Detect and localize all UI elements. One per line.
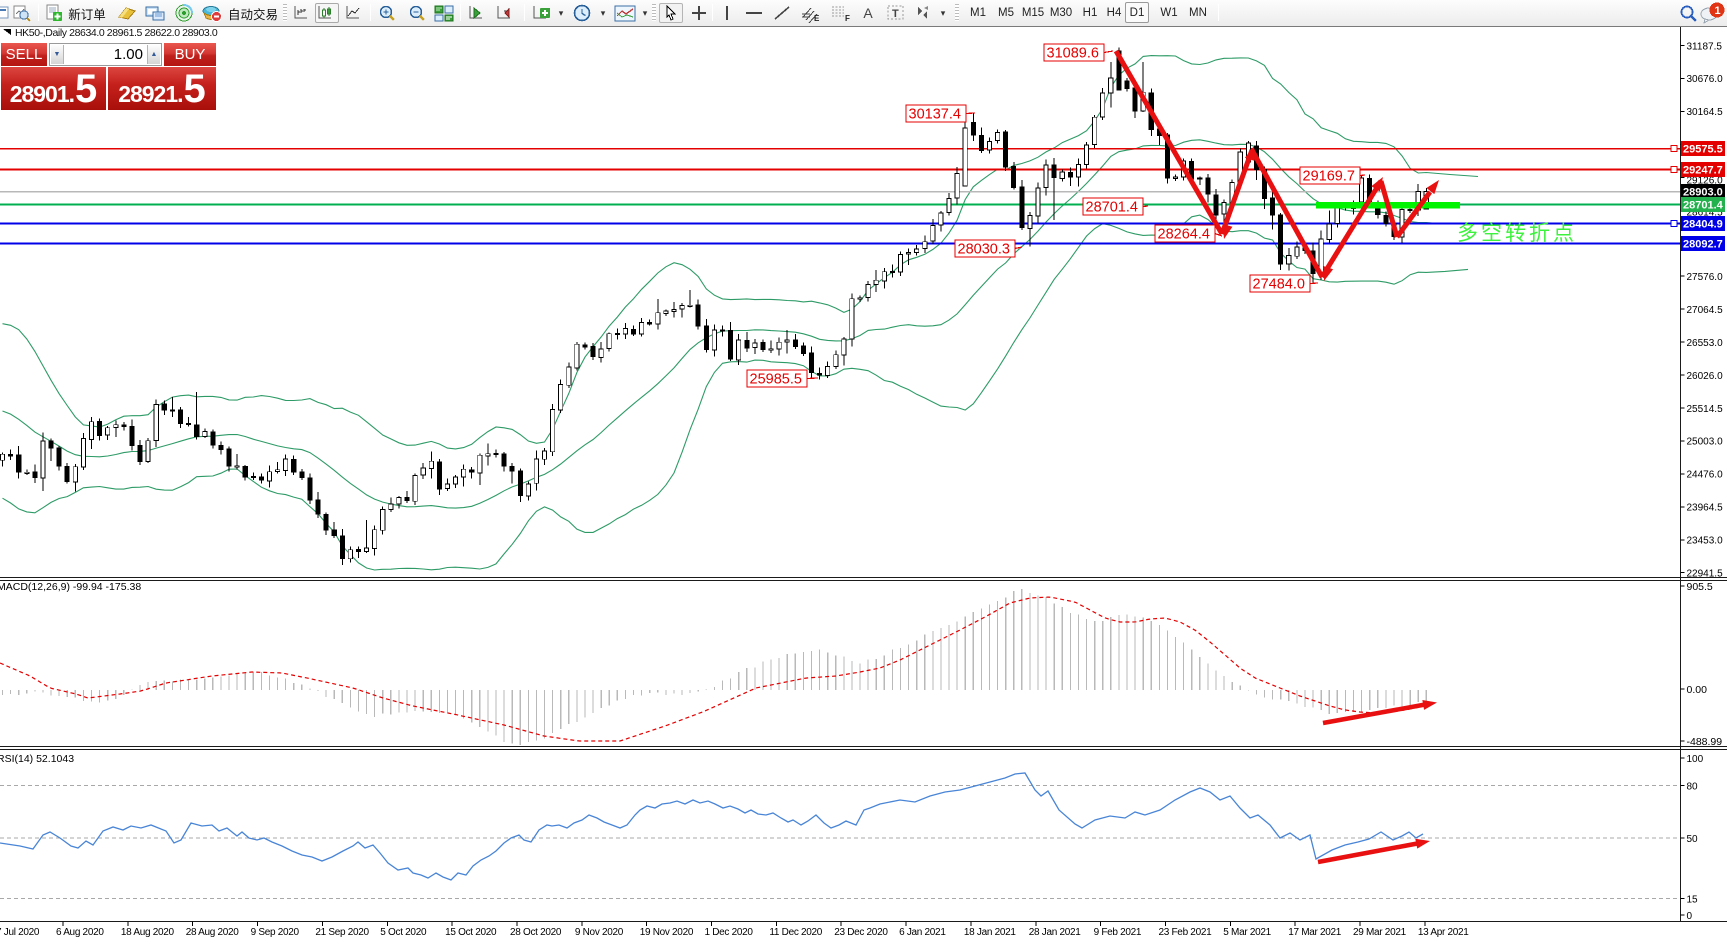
svg-text:15 Oct 2020: 15 Oct 2020 bbox=[445, 927, 497, 938]
svg-text:22941.5: 22941.5 bbox=[1687, 569, 1724, 580]
svg-text:9 Sep 2020: 9 Sep 2020 bbox=[251, 927, 300, 938]
svg-text:24476.0: 24476.0 bbox=[1687, 470, 1724, 481]
svg-text:28 Aug 2020: 28 Aug 2020 bbox=[186, 927, 240, 938]
svg-text:29575.5: 29575.5 bbox=[1683, 144, 1723, 156]
svg-text:27484.0: 27484.0 bbox=[1253, 277, 1305, 293]
svg-text:31089.6: 31089.6 bbox=[1047, 46, 1099, 62]
svg-text:28614.5: 28614.5 bbox=[1687, 208, 1724, 219]
svg-text:21 Sep 2020: 21 Sep 2020 bbox=[315, 927, 369, 938]
svg-text:19 Nov 2020: 19 Nov 2020 bbox=[640, 927, 694, 938]
svg-text:5 Oct 2020: 5 Oct 2020 bbox=[380, 927, 427, 938]
svg-text:27576.0: 27576.0 bbox=[1687, 272, 1724, 283]
svg-text:28264.4: 28264.4 bbox=[1158, 227, 1210, 243]
svg-text:30676.0: 30676.0 bbox=[1687, 74, 1724, 85]
svg-text:多空转折点: 多空转折点 bbox=[1457, 222, 1577, 245]
svg-text:E: E bbox=[814, 14, 820, 23]
svg-text:29169.7: 29169.7 bbox=[1303, 169, 1355, 185]
svg-text:RSI(14) 52.1043: RSI(14) 52.1043 bbox=[0, 753, 74, 765]
svg-text:26553.0: 26553.0 bbox=[1687, 338, 1724, 349]
svg-text:15: 15 bbox=[1687, 894, 1699, 905]
svg-text:27064.5: 27064.5 bbox=[1687, 305, 1724, 316]
svg-text:30137.4: 30137.4 bbox=[909, 107, 961, 123]
svg-text:25514.5: 25514.5 bbox=[1687, 404, 1724, 415]
svg-text:25003.0: 25003.0 bbox=[1687, 437, 1724, 448]
svg-text:17 Mar 2021: 17 Mar 2021 bbox=[1288, 927, 1342, 938]
svg-text:28701.4: 28701.4 bbox=[1086, 200, 1138, 216]
svg-text:5 Mar 2021: 5 Mar 2021 bbox=[1223, 927, 1271, 938]
svg-text:9 Feb 2021: 9 Feb 2021 bbox=[1094, 927, 1142, 938]
svg-text:29 Mar 2021: 29 Mar 2021 bbox=[1353, 927, 1407, 938]
svg-text:23964.5: 23964.5 bbox=[1687, 503, 1724, 514]
svg-text:28404.9: 28404.9 bbox=[1683, 218, 1723, 230]
svg-text:28030.3: 28030.3 bbox=[958, 242, 1010, 258]
svg-text:HK50-,Daily 28634.0 28961.5 2: HK50-,Daily 28634.0 28961.5 28622.0 2890… bbox=[15, 27, 218, 39]
svg-text:T: T bbox=[892, 8, 899, 20]
svg-text:1: 1 bbox=[1715, 5, 1721, 17]
svg-text:28 Oct 2020: 28 Oct 2020 bbox=[510, 927, 562, 938]
svg-text:28903.0: 28903.0 bbox=[1683, 187, 1723, 199]
svg-text:100: 100 bbox=[1687, 754, 1704, 765]
svg-text:MACD(12,26,9) -99.94 -175.38: MACD(12,26,9) -99.94 -175.38 bbox=[0, 581, 141, 593]
svg-text:30164.5: 30164.5 bbox=[1687, 107, 1724, 118]
svg-text:11 Dec 2020: 11 Dec 2020 bbox=[769, 927, 822, 938]
svg-text:28701.4: 28701.4 bbox=[1683, 200, 1724, 212]
svg-text:23 Dec 2020: 23 Dec 2020 bbox=[834, 927, 888, 938]
svg-text:31187.5: 31187.5 bbox=[1687, 41, 1723, 52]
svg-text:80: 80 bbox=[1687, 781, 1699, 792]
svg-text:905.5: 905.5 bbox=[1687, 581, 1713, 593]
svg-text:18 Aug 2020: 18 Aug 2020 bbox=[121, 927, 175, 938]
svg-text:9 Nov 2020: 9 Nov 2020 bbox=[575, 927, 624, 938]
svg-text:0.00: 0.00 bbox=[1687, 684, 1708, 696]
svg-text:7 Jul 2020: 7 Jul 2020 bbox=[0, 927, 40, 938]
svg-text:13 Apr 2021: 13 Apr 2021 bbox=[1418, 927, 1469, 938]
svg-text:29126.0: 29126.0 bbox=[1687, 176, 1724, 187]
svg-text:50: 50 bbox=[1687, 834, 1699, 845]
svg-text:0: 0 bbox=[1687, 911, 1693, 922]
svg-text:26026.0: 26026.0 bbox=[1687, 371, 1724, 382]
svg-text:28 Jan 2021: 28 Jan 2021 bbox=[1029, 927, 1081, 938]
svg-text:18 Jan 2021: 18 Jan 2021 bbox=[964, 927, 1016, 938]
svg-text:6 Jan 2021: 6 Jan 2021 bbox=[899, 927, 946, 938]
svg-text:23 Feb 2021: 23 Feb 2021 bbox=[1159, 927, 1213, 938]
svg-text:23453.0: 23453.0 bbox=[1687, 536, 1724, 547]
svg-text:1 Dec 2020: 1 Dec 2020 bbox=[705, 927, 754, 938]
svg-text:-488.99: -488.99 bbox=[1687, 736, 1723, 748]
svg-text:29247.7: 29247.7 bbox=[1683, 165, 1723, 177]
svg-text:25985.5: 25985.5 bbox=[750, 372, 802, 388]
svg-text:6 Aug 2020: 6 Aug 2020 bbox=[56, 927, 104, 938]
svg-text:28092.7: 28092.7 bbox=[1683, 238, 1723, 250]
svg-text:F: F bbox=[845, 14, 850, 23]
